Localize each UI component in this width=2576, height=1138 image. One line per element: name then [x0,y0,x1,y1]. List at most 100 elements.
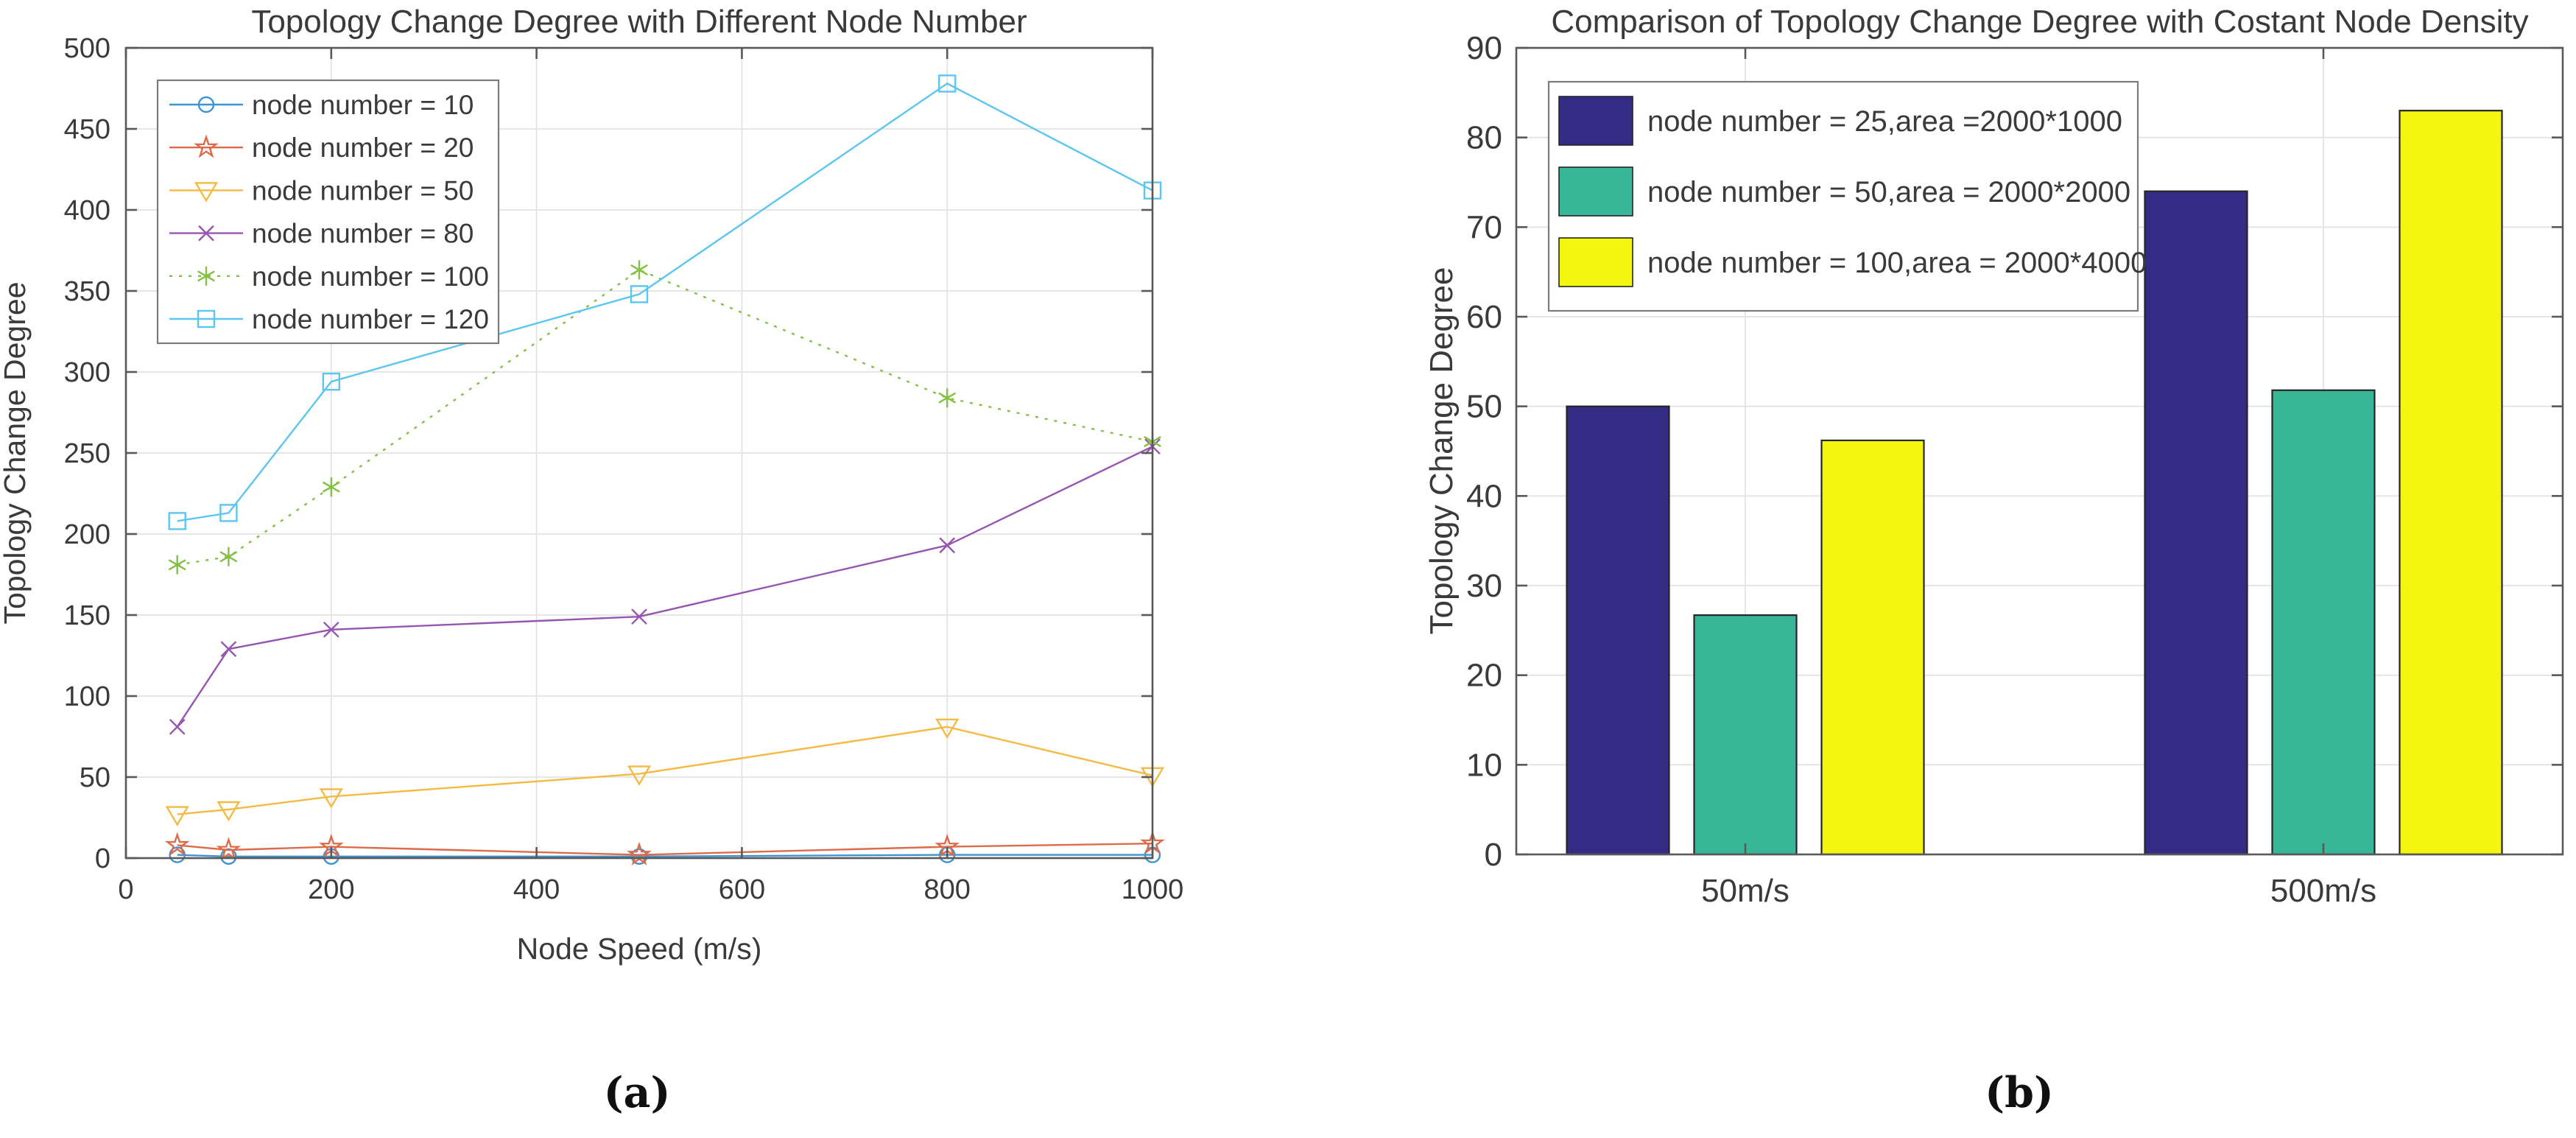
y-tick-label: 50 [1466,389,1502,425]
y-tick-label: 450 [64,114,110,145]
series-2-marker [165,806,189,826]
y-tick-label: 70 [1466,209,1502,245]
bar-chart: Comparison of Topology Change Degree wit… [1424,4,2564,909]
series-1-line [177,843,1153,856]
legend-entry-label: node number = 80 [252,219,474,249]
legend-entry-label: node number = 120 [252,304,489,334]
legend-entry-label: node number = 20 [252,133,474,163]
chart-title: Topology Change Degree with Different No… [251,4,1027,40]
y-tick-label: 40 [1466,478,1502,514]
y-tick-label: 250 [64,438,110,469]
series-3-marker [169,718,186,735]
bar-series-2 [1820,439,1925,856]
legend-marker [197,96,215,113]
y-tick-label: 0 [1485,837,1502,873]
series-3-marker [939,537,956,554]
x-tick-label: 0 [118,874,133,905]
series-2-marker [217,801,241,822]
series-5-marker [219,504,238,522]
legend: node number = 25,area =2000*1000 node num… [1547,80,2147,312]
legend-swatch [1558,166,1633,217]
y-tick-label: 80 [1466,120,1502,156]
axes [1515,46,2564,856]
x-tick-label: 800 [923,874,970,905]
series-1-marker [164,832,190,856]
panel-a-caption: (a) [603,1068,671,1117]
y-tick-label: 50 [80,762,110,793]
legend-entry-label: node number = 100,area = 2000*4000 [1647,247,2147,279]
series-3-marker [631,608,647,625]
category-label: 50m/s [1701,873,1790,909]
bar-series-1 [2271,389,2376,856]
bar-series-2 [2399,110,2503,856]
y-axis-label: Topology Change Degree [1424,267,1460,634]
legend-marker [197,309,216,329]
series-4-marker [322,477,340,497]
series-5-marker [168,512,186,530]
series-2-marker [319,788,343,809]
legend-entry-label: node number = 50 [252,175,474,206]
y-tick-label: 0 [95,843,110,874]
line-chart: Topology Change Degree with Different No… [0,4,1183,966]
y-axis-label: Topology Change Degree [0,282,32,625]
y-tick-label: 30 [1466,568,1502,604]
legend-marker [194,182,219,203]
y-tick-label: 90 [1466,30,1502,66]
series-3-marker [220,641,237,658]
plot-box [1515,46,2564,856]
legend-marker [194,134,219,158]
series-2-marker [627,765,652,786]
labels: Comparison of Topology Change Degree wit… [1424,4,2529,909]
legend: node number = 10 node number = 20 node num… [156,79,500,345]
series-5-marker [322,373,340,391]
x-axis-label: Node Speed (m/s) [517,932,762,966]
series-5-marker [630,285,649,303]
x-tick-label: 1000 [1122,874,1184,905]
series-4-marker [168,555,186,575]
y-tick-label: 300 [64,357,110,388]
series-4-marker [630,260,648,280]
y-tick-label: 400 [64,195,110,226]
y-tick-label: 350 [64,276,110,307]
series-0-line [177,854,1152,858]
legend-box [156,79,500,345]
panel-b-caption: (b) [1985,1068,2054,1117]
legend-marker [197,266,215,286]
series-3-line [176,446,1153,728]
y-tick-label: 100 [64,681,110,712]
legend-entry-label: node number = 10 [252,90,474,120]
x-tick-label: 400 [513,874,560,905]
x-tick-label: 200 [308,874,354,905]
legend-entry-label: node number = 25,area =2000*1000 [1647,105,2122,138]
y-tick-label: 10 [1466,747,1502,783]
y-tick-label: 200 [64,519,110,550]
bar-series-0 [2144,190,2248,856]
bar-series-0 [1566,405,1670,856]
legend-box [1547,80,2139,312]
legend-swatch [1558,96,1633,146]
series-group [164,74,1165,865]
legend-entry-label: node number = 100 [252,261,489,292]
series-2-marker [935,718,960,740]
y-tick-label: 150 [64,600,110,631]
bars-group [1566,110,2503,856]
series-0-marker [630,848,648,865]
bar-series-1 [1693,614,1798,856]
series-2-line [177,726,1153,815]
legend-entry-label: node number = 50,area = 2000*2000 [1647,176,2130,208]
y-tick-label: 500 [64,33,110,64]
series-4-marker [219,547,238,566]
legend-swatch [1558,237,1633,287]
labels: Topology Change Degree with Different No… [0,4,1183,966]
series-4-marker [938,388,957,408]
y-tick-label: 60 [1466,299,1502,335]
x-tick-label: 600 [719,874,765,905]
series-3-marker [323,621,339,638]
category-label: 500m/s [2270,873,2376,909]
legend-marker [198,225,214,242]
series-1-marker [216,837,242,861]
series-4-line [177,269,1153,566]
y-tick-label: 20 [1466,658,1502,694]
